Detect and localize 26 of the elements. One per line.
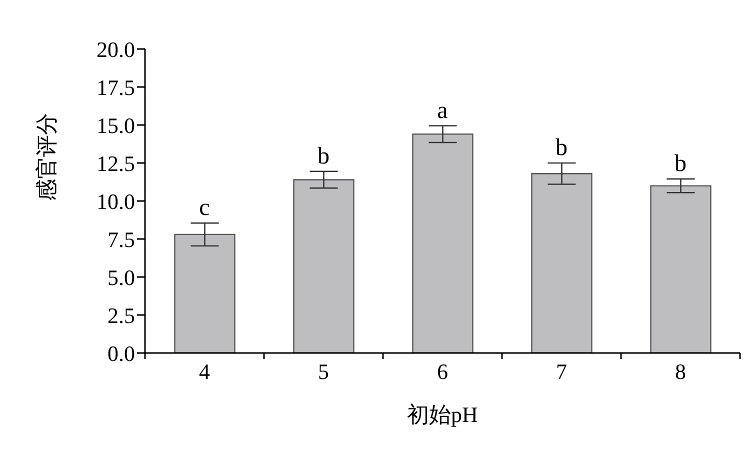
x-tick-label: 6 <box>437 359 448 384</box>
y-tick-label: 5.0 <box>108 264 135 290</box>
y-tick-label: 7.5 <box>108 226 135 252</box>
y-tick-label: 12.5 <box>96 150 135 176</box>
annotation: b <box>556 135 568 161</box>
y-tick-label: 20.0 <box>96 36 135 62</box>
annotation: a <box>437 98 448 124</box>
bar <box>531 173 592 353</box>
annotation: b <box>318 143 330 170</box>
bar <box>293 179 354 353</box>
y-tick-label: 0.0 <box>108 340 135 366</box>
y-axis-title: 感官评分 <box>34 113 59 201</box>
x-axis-title: 初始pH <box>407 402 478 427</box>
x-tick-label: 7 <box>556 359 567 384</box>
bar <box>412 134 474 353</box>
y-tick-label: 17.5 <box>96 74 135 100</box>
x-tick-label: 8 <box>675 359 686 384</box>
bar <box>174 234 236 353</box>
y-tick-label: 10.0 <box>96 188 135 214</box>
bar <box>650 185 712 353</box>
y-tick-label: 15.0 <box>96 112 135 138</box>
annotation: c <box>199 195 210 222</box>
annotation: b <box>674 150 686 177</box>
x-tick-label: 4 <box>199 359 210 384</box>
y-tick-label: 2.5 <box>108 302 135 328</box>
x-tick-label: 5 <box>318 359 329 384</box>
